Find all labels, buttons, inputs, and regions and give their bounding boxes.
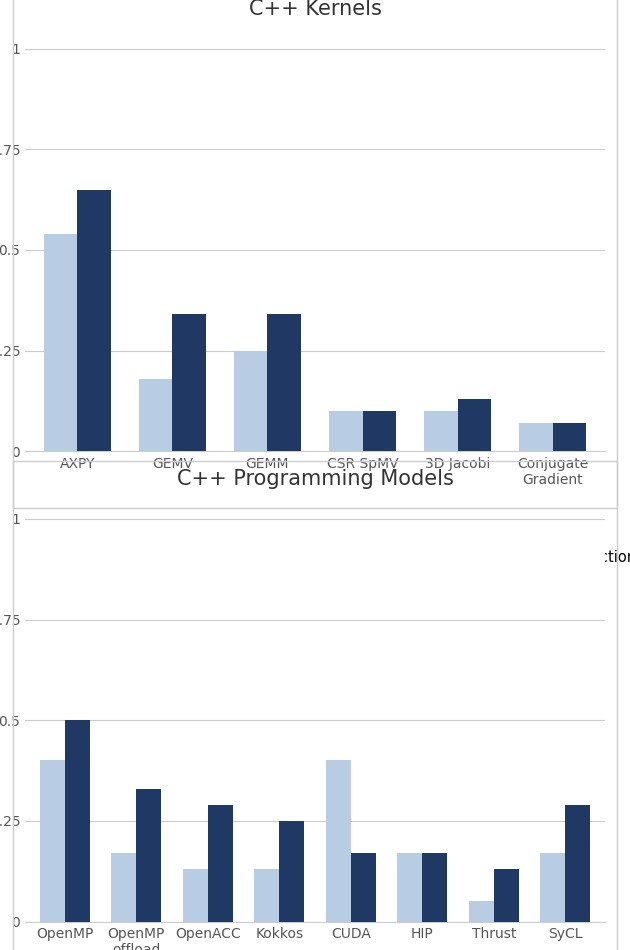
Bar bbox=[469, 902, 494, 922]
Bar bbox=[424, 411, 457, 451]
Bar bbox=[183, 869, 208, 922]
Title: C++ Kernels: C++ Kernels bbox=[249, 0, 381, 19]
Bar bbox=[398, 853, 422, 922]
Bar bbox=[362, 411, 396, 451]
Bar bbox=[326, 760, 351, 922]
Bar bbox=[136, 788, 161, 922]
Bar bbox=[422, 853, 447, 922]
Bar bbox=[566, 805, 590, 922]
Bar bbox=[329, 411, 362, 451]
Bar bbox=[494, 869, 519, 922]
Bar bbox=[111, 853, 136, 922]
Bar bbox=[519, 423, 553, 451]
Legend: <kernel> <programing model>, <kernel> <programing model> function: <kernel> <programing model>, <kernel> <p… bbox=[33, 544, 630, 571]
Bar bbox=[173, 314, 206, 451]
Title: C++ Programming Models: C++ Programming Models bbox=[176, 469, 454, 489]
Bar bbox=[254, 869, 279, 922]
Bar bbox=[234, 351, 268, 451]
Bar bbox=[279, 821, 304, 922]
Bar bbox=[457, 399, 491, 451]
Bar bbox=[268, 314, 301, 451]
Bar bbox=[44, 234, 77, 451]
Bar bbox=[139, 379, 173, 451]
Bar bbox=[64, 720, 89, 922]
Bar bbox=[553, 423, 586, 451]
Bar bbox=[208, 805, 232, 922]
Bar bbox=[40, 760, 64, 922]
Bar bbox=[541, 853, 566, 922]
Bar bbox=[351, 853, 376, 922]
Bar bbox=[77, 190, 111, 451]
